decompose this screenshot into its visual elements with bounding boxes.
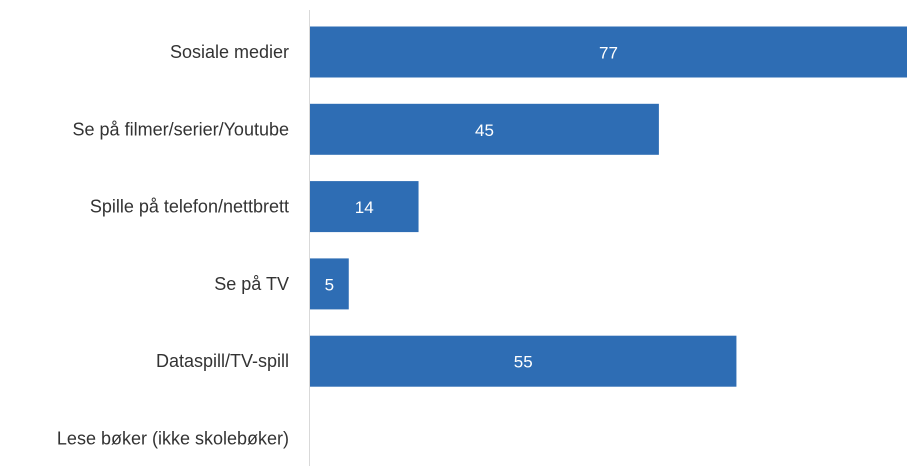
bar-spille-pa-telefon-nettbrett [310, 181, 419, 233]
bar-se-pa-filmer-serier-youtube [310, 103, 659, 155]
bar-se-pa-tv [310, 258, 349, 310]
category-label-se-pa-filmer-serier-youtube: Se på filmer/serier/Youtube [73, 119, 289, 139]
value-label-dataspill-tv-spill: 55 [514, 353, 533, 372]
value-label-spille-pa-telefon-nettbrett: 14 [355, 198, 374, 217]
bar-dataspill-tv-spill [310, 335, 737, 387]
value-label-sosiale-medier: 77 [599, 44, 618, 63]
bars-group [310, 26, 907, 387]
category-label-lese-boker-ikke-skoleboker: Lese bøker (ikke skolebøker) [57, 429, 289, 449]
category-label-se-pa-tv: Se på TV [214, 274, 289, 294]
category-label-spille-pa-telefon-nettbrett: Spille på telefon/nettbrett [90, 197, 289, 217]
bar-sosiale-medier [310, 26, 907, 78]
value-label-se-pa-filmer-serier-youtube: 45 [475, 121, 494, 140]
category-labels-group: Sosiale medier Se på filmer/serier/Youtub… [57, 42, 289, 449]
value-label-se-pa-tv: 5 [325, 275, 334, 294]
category-label-dataspill-tv-spill: Dataspill/TV-spill [156, 351, 289, 371]
category-label-sosiale-medier: Sosiale medier [170, 42, 289, 62]
